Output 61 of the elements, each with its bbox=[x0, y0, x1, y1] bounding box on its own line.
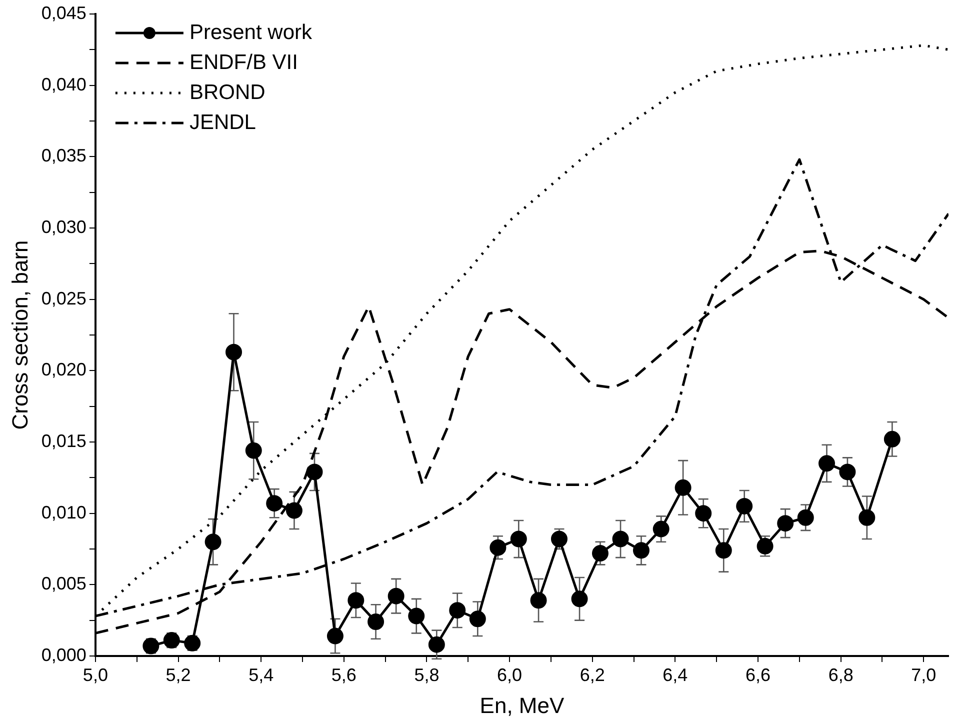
x-tick-label: 5,2 bbox=[166, 664, 191, 685]
point bbox=[858, 509, 876, 526]
legend-label: JENDL bbox=[189, 110, 256, 134]
point bbox=[797, 509, 814, 526]
point bbox=[652, 520, 670, 538]
point bbox=[674, 479, 692, 496]
point bbox=[184, 634, 201, 652]
point bbox=[632, 542, 650, 559]
x-tick-label: 6,2 bbox=[580, 664, 605, 685]
y-tick-label: 0,005 bbox=[41, 574, 86, 594]
x-tick-label: 6,0 bbox=[497, 664, 522, 685]
x-tick-label: 6,4 bbox=[662, 664, 688, 685]
x-tick-label: 5,4 bbox=[248, 664, 274, 685]
y-tick-label: 0,045 bbox=[41, 2, 86, 23]
point bbox=[368, 614, 384, 630]
point bbox=[510, 530, 527, 548]
point bbox=[530, 592, 547, 609]
point bbox=[226, 344, 242, 360]
y-tick-label: 0,025 bbox=[41, 288, 86, 308]
y-tick-label: 0,015 bbox=[41, 430, 86, 451]
x-tick-label: 5,8 bbox=[414, 664, 440, 685]
point bbox=[348, 592, 364, 609]
y-axis-title: Cross section, barn bbox=[7, 240, 32, 430]
point bbox=[818, 455, 836, 472]
x-axis-title: En, MeV bbox=[480, 692, 564, 718]
point bbox=[736, 498, 753, 514]
point bbox=[306, 464, 323, 480]
point bbox=[388, 588, 404, 604]
point bbox=[408, 608, 425, 624]
y-tick-label: 0,035 bbox=[41, 146, 86, 166]
legend-label: ENDF/B VII bbox=[189, 50, 298, 74]
point bbox=[777, 515, 794, 532]
x-tick-label: 5,6 bbox=[331, 664, 356, 685]
y-tick-label: 0,030 bbox=[41, 216, 86, 237]
x-tick-label: 7,0 bbox=[911, 664, 936, 685]
point bbox=[245, 442, 262, 459]
point bbox=[266, 495, 283, 512]
point bbox=[612, 530, 629, 548]
point bbox=[286, 502, 302, 519]
y-tick-label: 0,020 bbox=[41, 360, 86, 380]
point bbox=[550, 530, 568, 548]
legend-label: Present work bbox=[189, 20, 312, 44]
x-tick-label: 6,8 bbox=[828, 664, 854, 685]
point bbox=[490, 539, 506, 556]
point bbox=[839, 464, 856, 480]
legend-label: BROND bbox=[189, 80, 266, 104]
point bbox=[428, 636, 445, 653]
point bbox=[469, 610, 486, 628]
x-tick-label: 5,0 bbox=[82, 664, 108, 685]
y-tick-label: 0,040 bbox=[41, 74, 86, 94]
y-tick-label: 0,010 bbox=[41, 502, 86, 522]
point bbox=[884, 430, 900, 448]
y-tick-label: 0,000 bbox=[41, 644, 86, 665]
point bbox=[695, 505, 712, 522]
point bbox=[204, 534, 222, 550]
point bbox=[326, 628, 344, 644]
point bbox=[592, 545, 608, 562]
point bbox=[449, 602, 466, 619]
x-tick-label: 6,6 bbox=[745, 664, 771, 685]
point bbox=[571, 590, 588, 608]
point bbox=[715, 542, 732, 559]
